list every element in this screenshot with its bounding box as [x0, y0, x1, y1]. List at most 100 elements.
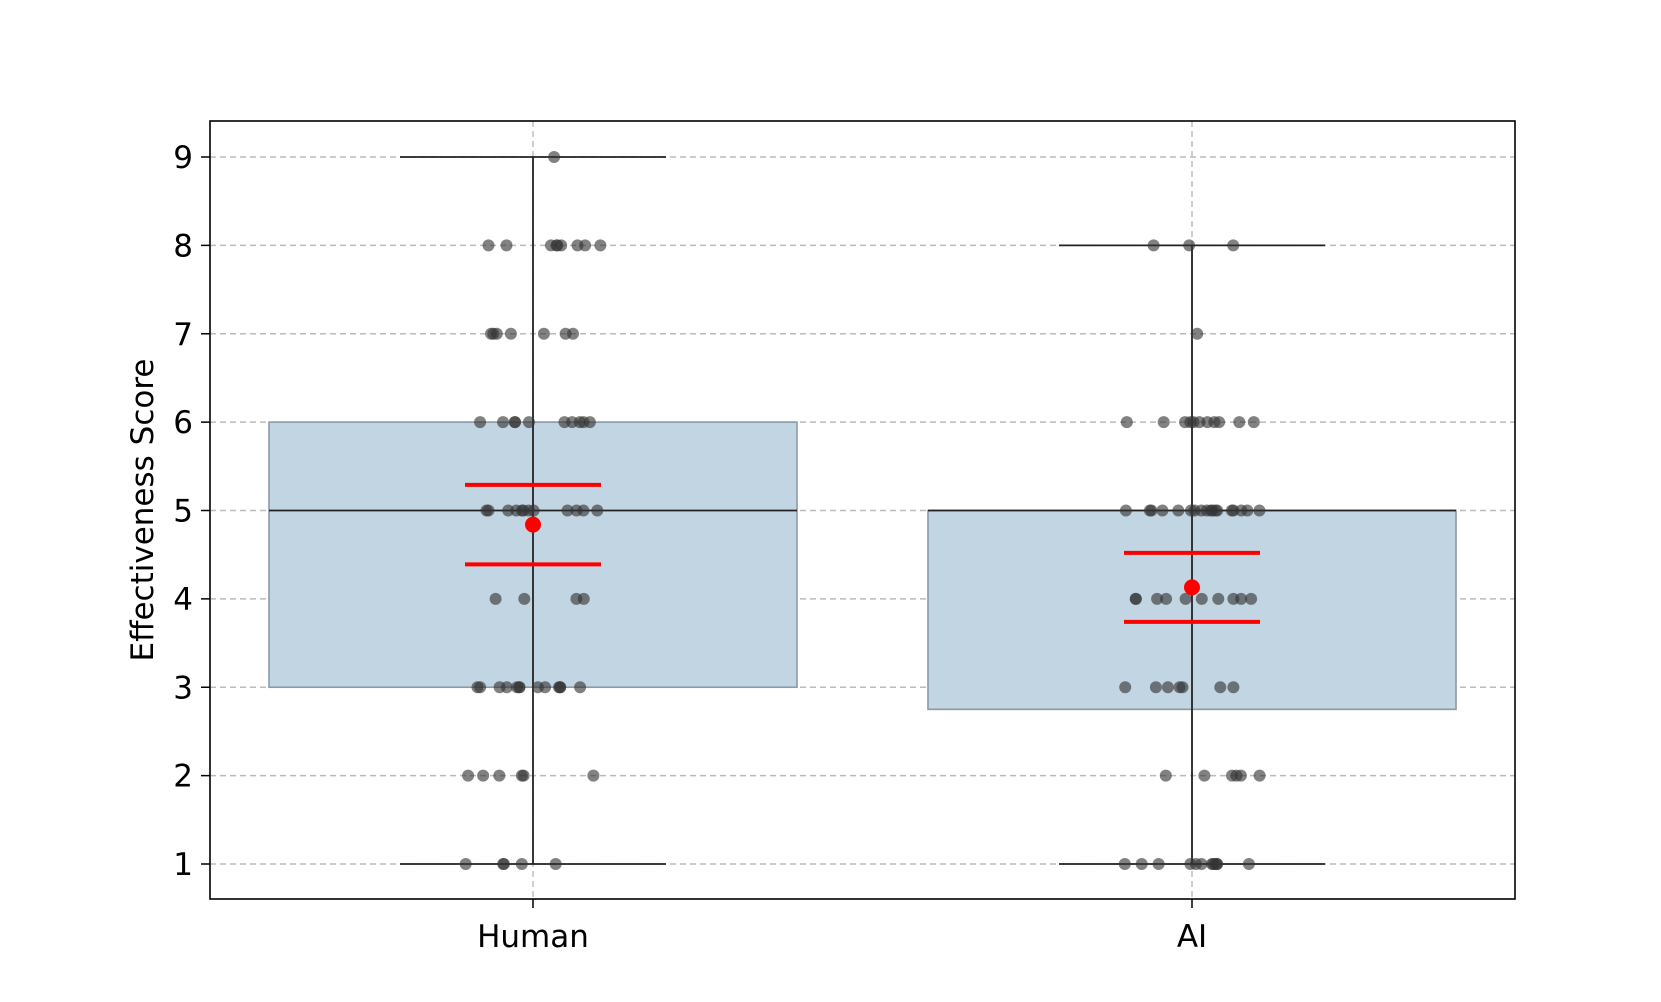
- data-point: [548, 151, 561, 163]
- data-point: [459, 858, 472, 870]
- data-point: [1183, 239, 1196, 252]
- data-point: [1198, 769, 1211, 782]
- data-point: [1247, 416, 1260, 429]
- data-point: [567, 327, 579, 340]
- data-point: [1135, 858, 1148, 870]
- data-point: [1226, 769, 1238, 782]
- data-point: [1195, 504, 1208, 517]
- data-point: [1195, 858, 1208, 870]
- data-point: [497, 416, 509, 429]
- data-point: [1147, 239, 1160, 252]
- data-point: [1185, 504, 1197, 517]
- y-tick-label: 3: [173, 670, 193, 706]
- data-point: [555, 239, 568, 252]
- y-tick-label: 5: [173, 494, 193, 530]
- y-axis-ticks: 1 2 3 4 5 6 7 8 9: [173, 140, 210, 883]
- data-point: [1184, 858, 1197, 870]
- y-tick-label: 9: [173, 140, 193, 176]
- data-point: [1214, 681, 1227, 694]
- y-tick-label: 8: [173, 228, 193, 264]
- y-tick-label: 7: [173, 317, 193, 353]
- data-point: [1160, 592, 1173, 605]
- data-point: [515, 858, 528, 870]
- data-point: [1212, 592, 1225, 605]
- data-point: [1225, 504, 1238, 517]
- data-point: [1208, 416, 1221, 429]
- data-point: [1253, 769, 1266, 782]
- data-point: [1161, 681, 1174, 694]
- data-point: [493, 769, 506, 782]
- data-point: [517, 769, 530, 782]
- data-point: [558, 416, 571, 429]
- y-tick-label: 2: [173, 759, 193, 795]
- data-point: [591, 504, 604, 517]
- data-point: [1159, 769, 1172, 782]
- data-point: [549, 858, 562, 870]
- data-point: [1227, 681, 1240, 694]
- data-point: [513, 681, 526, 694]
- data-point: [1156, 504, 1169, 517]
- data-point: [1210, 858, 1223, 870]
- data-point: [1120, 416, 1133, 429]
- y-tick-label: 1: [173, 847, 193, 883]
- data-point: [570, 592, 583, 605]
- data-point: [1253, 504, 1266, 517]
- data-point: [539, 681, 552, 694]
- data-point: [489, 592, 502, 605]
- data-point: [1118, 858, 1131, 870]
- data-point: [462, 769, 475, 782]
- data-point: [1119, 504, 1132, 517]
- data-point: [583, 416, 596, 429]
- x-tick-label: Human: [477, 919, 589, 955]
- data-point: [570, 504, 583, 517]
- grid-lines: [210, 121, 1515, 899]
- y-axis-label: Effectiveness Score: [125, 359, 161, 662]
- data-point: [493, 681, 506, 694]
- data-point: [1172, 504, 1185, 517]
- y-tick-label: 4: [173, 582, 193, 618]
- data-point: [1209, 504, 1222, 517]
- data-point: [1235, 592, 1248, 605]
- data-point: [1119, 681, 1132, 694]
- data-point: [522, 504, 535, 517]
- boxes: [268, 156, 1457, 865]
- data-point: [1149, 681, 1162, 694]
- data-point: [510, 504, 523, 517]
- data-point: [500, 239, 513, 252]
- data-point: [571, 239, 584, 252]
- data-point: [477, 769, 490, 782]
- data-point: [554, 681, 567, 694]
- data-point: [574, 681, 587, 694]
- data-point: [573, 416, 586, 429]
- data-point: [509, 416, 522, 429]
- data-point: [1151, 592, 1164, 605]
- data-point: [1242, 858, 1255, 870]
- mean-marker: [1184, 579, 1200, 596]
- mean-markers: [465, 482, 1260, 624]
- data-point: [497, 858, 510, 870]
- data-point: [487, 327, 500, 340]
- y-tick-label: 6: [173, 405, 193, 441]
- x-tick-label: AI: [1177, 919, 1207, 955]
- data-point: [1234, 769, 1247, 782]
- data-point: [480, 504, 493, 517]
- data-point: [1176, 681, 1189, 694]
- data-point: [561, 504, 574, 517]
- data-point: [1195, 592, 1208, 605]
- data-point: [1157, 416, 1170, 429]
- data-point: [471, 681, 484, 694]
- data-point: [1152, 858, 1165, 870]
- x-axis-ticks: Human AI: [477, 899, 1207, 955]
- data-points: [459, 151, 1266, 870]
- data-point: [1235, 504, 1248, 517]
- data-point: [504, 327, 517, 340]
- data-point: [1179, 592, 1192, 605]
- data-point: [1191, 327, 1204, 340]
- data-point: [1129, 592, 1142, 605]
- data-point: [537, 327, 550, 340]
- data-point: [518, 592, 531, 605]
- data-point: [523, 416, 535, 429]
- data-point: [1233, 416, 1246, 429]
